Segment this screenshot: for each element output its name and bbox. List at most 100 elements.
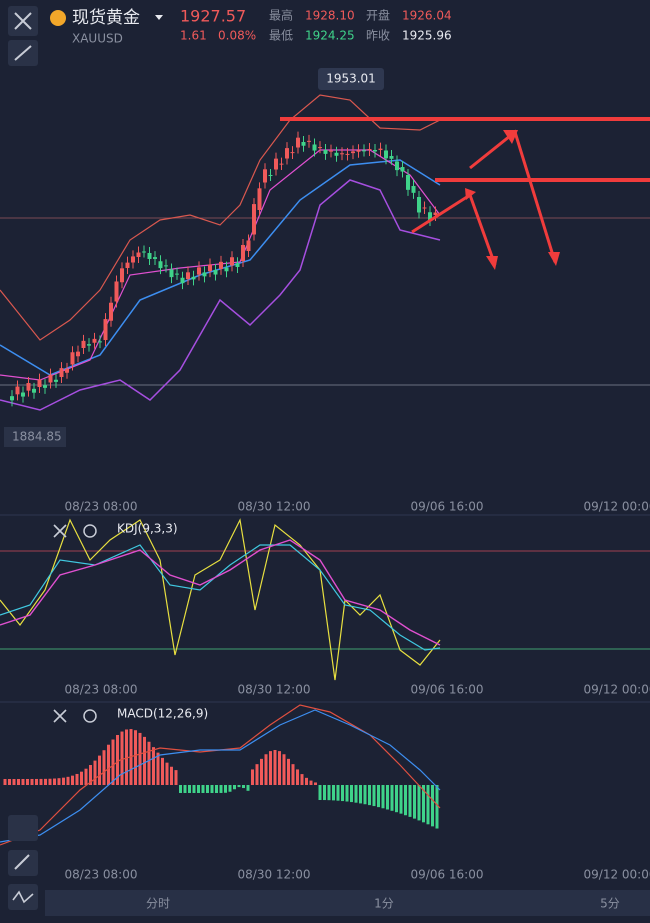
candle-body <box>290 152 295 154</box>
close-icon <box>14 12 32 30</box>
macd-bar <box>147 741 151 785</box>
macd-bar <box>35 778 38 785</box>
stat-label: 最高 <box>269 8 293 23</box>
instrument-name[interactable]: 现货黄金 <box>72 8 140 28</box>
close-icon[interactable] <box>53 524 67 538</box>
macd-bar <box>39 778 43 785</box>
macd-bar <box>278 751 281 785</box>
stat-label: 最低 <box>269 29 293 43</box>
dropdown-icon[interactable] <box>155 15 163 20</box>
macd-bar <box>269 751 272 785</box>
candle-body <box>202 272 207 277</box>
macd-bar <box>291 764 295 785</box>
macd-bar <box>152 747 155 785</box>
candle-body <box>26 383 31 391</box>
macd-bar <box>368 785 371 806</box>
tab[interactable]: 分时 <box>146 897 170 911</box>
candle-body <box>395 161 399 171</box>
candle-body <box>329 150 333 152</box>
candle-body <box>125 262 130 268</box>
macd-bar <box>341 785 344 802</box>
macd-bar <box>48 778 52 785</box>
candle-body <box>70 352 75 365</box>
macd-bar <box>102 750 106 785</box>
candle-body <box>246 240 251 251</box>
candle-body <box>54 379 58 382</box>
date-label: 08/23 08:00 <box>65 500 138 514</box>
candle-body <box>186 272 190 279</box>
tool-button[interactable] <box>8 850 38 876</box>
candle-body <box>164 265 168 267</box>
macd-bar <box>251 769 254 785</box>
symbol: XAUUSD <box>72 32 123 46</box>
macd-bar <box>395 785 398 813</box>
tab[interactable]: 1分 <box>374 897 394 911</box>
candle-body <box>356 150 361 152</box>
upper-band <box>0 94 441 341</box>
stat-label: 开盘 <box>366 8 390 23</box>
lower-band <box>0 179 441 411</box>
high-label: 1953.01 <box>326 72 376 86</box>
macd-bar <box>305 777 308 785</box>
close-icon[interactable] <box>53 709 67 723</box>
macd-panel: MACD(12,26,9) 08/23 08:00 08/30 12:00 09… <box>0 704 650 882</box>
candle-body <box>15 386 20 395</box>
tab[interactable]: 5分 <box>600 897 620 911</box>
macd-bar <box>426 785 430 825</box>
macd-bar <box>98 755 101 785</box>
macd-bar <box>219 785 223 793</box>
candle-body <box>224 267 229 272</box>
stat-value: 1925.96 <box>402 29 452 43</box>
candle-body <box>285 148 289 159</box>
candle-body <box>208 264 212 272</box>
date-label: 08/23 08:00 <box>65 868 138 882</box>
tool-button[interactable] <box>8 815 38 841</box>
candle-body <box>406 175 410 190</box>
settings-icon[interactable] <box>83 524 97 538</box>
macd-bar <box>30 778 34 785</box>
settings-icon[interactable] <box>83 709 97 723</box>
candle-body <box>136 252 141 257</box>
candle-body <box>197 267 201 275</box>
candle-body <box>312 144 317 151</box>
tool-button[interactable] <box>8 884 38 910</box>
candle-body <box>180 277 185 284</box>
candle-body <box>103 319 108 340</box>
candle-body <box>373 150 377 152</box>
macd-bar <box>8 778 11 785</box>
kdj-panel: KDJ(9,3,3) 08/23 08:00 08/30 12:00 09/06… <box>0 518 650 703</box>
macd-bar <box>327 785 331 801</box>
stat-value: 1924.25 <box>305 29 355 43</box>
macd-bar <box>44 778 47 785</box>
kdj-title: KDJ(9,3,3) <box>117 522 178 536</box>
collapse-icon <box>14 45 32 61</box>
candle-body <box>131 256 135 263</box>
macd-bar <box>354 785 358 803</box>
candle-body <box>48 374 53 383</box>
macd-bar <box>417 785 421 821</box>
macd-bar <box>125 729 128 785</box>
candle-body <box>428 212 432 221</box>
macd-bar <box>233 785 236 790</box>
macd-bar <box>260 758 263 785</box>
macd-bar <box>206 785 209 793</box>
candle-body <box>296 137 300 148</box>
candle-body <box>318 147 322 149</box>
kdj-d <box>0 539 441 646</box>
macd-bar <box>404 785 407 816</box>
date-label: 09/12 00:00 <box>584 500 650 514</box>
macd-bar <box>287 758 290 785</box>
macd-bar <box>431 785 434 827</box>
macd-bar <box>192 785 196 793</box>
macd-bar <box>215 785 218 793</box>
candle-body <box>219 261 223 269</box>
macd-bar <box>183 785 187 793</box>
macd-bar <box>62 777 65 785</box>
candle-body <box>433 212 438 215</box>
candle-body <box>92 338 97 343</box>
macd-bar <box>363 785 367 805</box>
macd-bar <box>381 785 385 809</box>
candle-body <box>268 175 273 176</box>
macd-bar <box>314 782 317 785</box>
